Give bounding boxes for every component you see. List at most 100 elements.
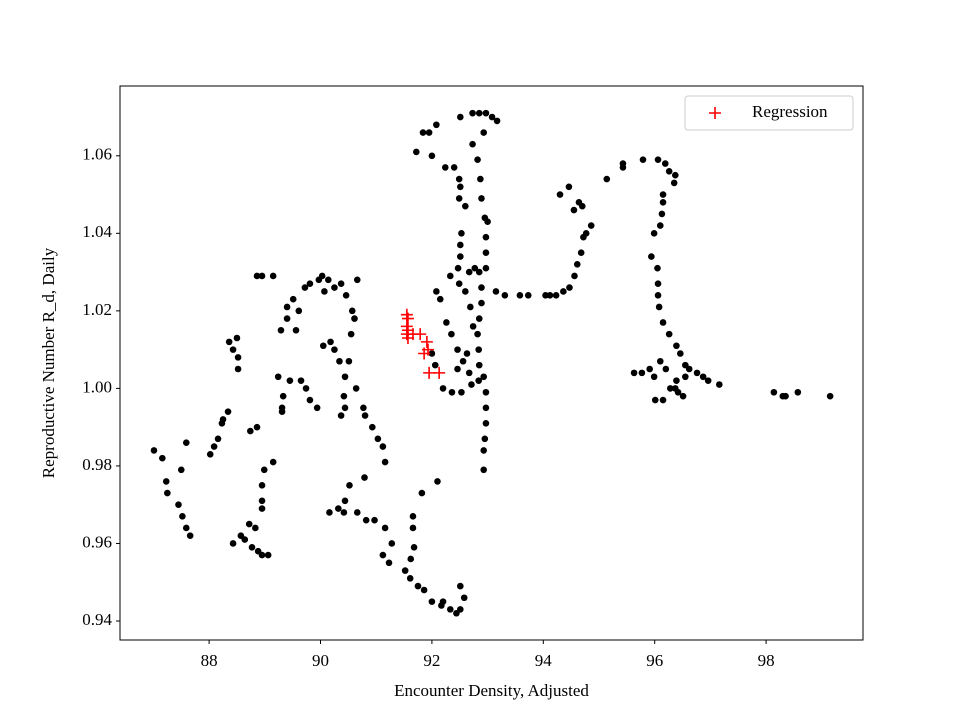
dot-marker [481, 435, 489, 443]
dot-marker [475, 346, 482, 353]
dot-marker [214, 435, 222, 443]
dot-marker [471, 264, 479, 272]
dot-marker [318, 272, 326, 280]
dot-marker [326, 509, 333, 516]
dot-marker [331, 284, 338, 291]
dot-marker [434, 478, 441, 485]
dot-marker [455, 195, 463, 202]
dot-marker [182, 524, 190, 532]
dot-marker [454, 346, 461, 353]
dot-marker [670, 179, 678, 187]
dot-marker [482, 109, 490, 117]
plus-marker [420, 335, 433, 348]
dot-marker [258, 272, 266, 280]
dot-marker [666, 385, 674, 392]
dot-marker [648, 253, 655, 260]
dot-marker [369, 423, 376, 431]
dot-marker [524, 292, 532, 299]
dot-marker [409, 524, 417, 532]
dot-marker [325, 276, 332, 284]
dot-marker [336, 357, 343, 365]
dot-marker [685, 365, 693, 373]
dot-marker [501, 292, 509, 299]
dot-marker [480, 129, 488, 136]
y-tick-label: 1.00 [82, 377, 112, 396]
plus-marker [709, 107, 721, 119]
dot-marker [457, 113, 464, 121]
dot-marker [186, 532, 194, 540]
dot-marker [482, 264, 490, 272]
dot-marker [661, 160, 669, 167]
dot-marker [794, 388, 802, 396]
dot-marker [654, 280, 662, 288]
dot-marker [182, 439, 190, 446]
dot-marker [342, 292, 350, 299]
dot-marker [436, 295, 444, 303]
dot-marker [516, 292, 524, 299]
dot-marker [279, 392, 287, 400]
y-tick-label: 1.06 [82, 145, 112, 164]
dot-marker [475, 268, 483, 276]
dot-marker [248, 544, 256, 551]
dot-marker [458, 388, 465, 396]
x-tick-label: 94 [535, 651, 553, 670]
x-tick-label: 92 [423, 651, 440, 670]
dot-marker [457, 582, 464, 590]
dot-marker [409, 513, 417, 520]
dot-marker [253, 423, 261, 431]
dot-marker [656, 357, 664, 365]
dot-marker [327, 338, 334, 346]
dot-marker [566, 284, 573, 291]
plus-marker [418, 347, 431, 360]
dot-marker [619, 164, 627, 171]
y-tick-label: 0.98 [82, 455, 112, 474]
dot-marker [225, 338, 233, 346]
dot-marker [313, 404, 321, 412]
dot-marker [480, 447, 488, 454]
dot-marker [224, 408, 232, 415]
x-tick-label: 88 [201, 651, 218, 670]
dot-marker [454, 365, 461, 373]
dot-marker [278, 408, 286, 415]
dot-marker [570, 206, 578, 214]
dot-marker [361, 474, 368, 481]
dot-marker [665, 167, 673, 175]
dot-marker [295, 307, 303, 315]
legend-box [684, 95, 854, 131]
dot-marker [319, 342, 327, 350]
dot-marker [654, 156, 662, 163]
dot-marker [301, 284, 309, 291]
dot-marker [381, 458, 389, 466]
dot-marker [654, 292, 662, 299]
dot-marker [274, 373, 282, 381]
dot-marker [693, 369, 701, 377]
dot-marker [682, 373, 689, 381]
dot-marker [782, 392, 789, 400]
dot-marker [467, 303, 474, 311]
dot-marker [441, 164, 449, 171]
dot-marker [245, 520, 253, 528]
dot-marker [353, 276, 361, 284]
dot-marker [478, 195, 485, 202]
dot-marker [672, 385, 679, 392]
dot-marker [468, 381, 475, 388]
dot-marker [241, 536, 249, 543]
dot-marker [458, 230, 465, 237]
dot-marker [371, 516, 378, 524]
dot-marker [770, 388, 778, 396]
dot-marker [443, 319, 450, 326]
dot-marker [457, 606, 464, 613]
dot-marker [433, 121, 440, 129]
dot-marker [469, 109, 476, 117]
dot-marker [177, 466, 185, 474]
plus-marker [401, 312, 414, 325]
dot-marker [482, 388, 490, 396]
plot-frame [119, 85, 864, 641]
dot-marker [419, 129, 427, 136]
dot-marker [492, 288, 500, 295]
dot-marker [658, 210, 666, 218]
dot-marker [418, 489, 426, 497]
dot-marker [234, 354, 242, 361]
dot-marker [454, 264, 462, 272]
dot-marker [269, 458, 277, 466]
